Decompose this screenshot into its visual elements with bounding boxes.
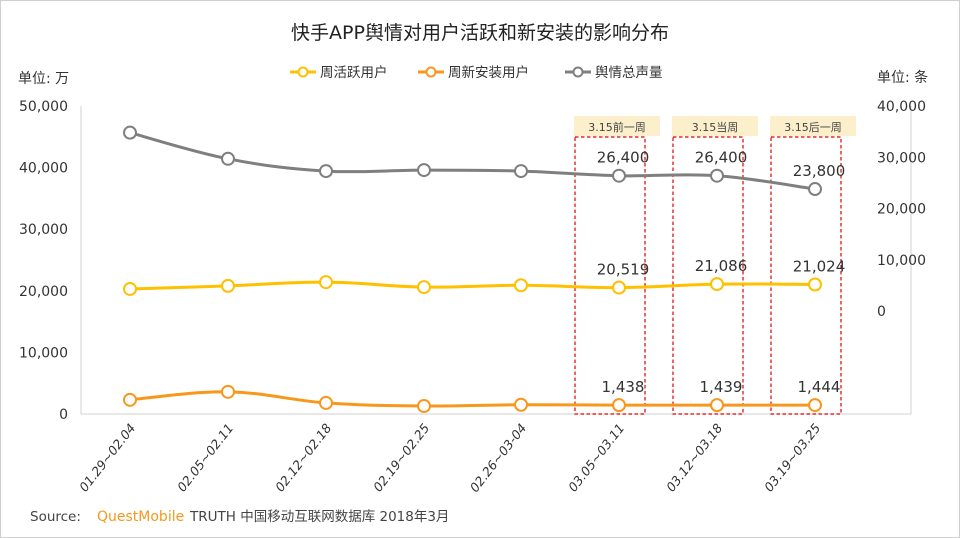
x-tick-label: 02.26~03-04 xyxy=(467,421,530,495)
left-tick-label: 40,000 xyxy=(19,161,68,177)
data-point xyxy=(514,397,528,412)
data-labels: 20,519 21,086 21,024 1,438 1,439 1,444 26,400 2… xyxy=(597,149,846,396)
data-point xyxy=(612,280,626,295)
data-point xyxy=(514,278,528,293)
data-point xyxy=(612,398,626,413)
left-tick-label: 30,000 xyxy=(19,222,68,238)
right-tick-label: 10,000 xyxy=(877,253,926,269)
data-label: 21,086 xyxy=(695,257,748,275)
data-point xyxy=(319,395,333,410)
annotation-tag-bg xyxy=(770,116,856,136)
data-label: 1,439 xyxy=(700,378,743,396)
legend-item: 周活跃用户 xyxy=(290,64,388,81)
data-point xyxy=(710,168,724,183)
series-3 xyxy=(123,125,822,197)
legend-label: 周活跃用户 xyxy=(320,64,388,81)
x-tick-label: 03.19~03.25 xyxy=(761,421,823,495)
data-label: 26,400 xyxy=(597,149,650,167)
data-point xyxy=(808,182,822,197)
highlight-box xyxy=(574,136,646,415)
annotation-tag-bg xyxy=(672,116,758,136)
right-axis-unit: 单位: 条 xyxy=(877,69,928,86)
data-label: 23,800 xyxy=(793,162,846,180)
highlight-box xyxy=(770,136,842,415)
legend-marker-icon xyxy=(572,66,584,78)
series-lines xyxy=(123,125,822,413)
x-tick-label: 03.05~03.11 xyxy=(565,421,627,495)
chart-title: 快手APP舆情对用户活跃和新安装的影响分布 xyxy=(291,22,669,44)
x-tick-label: 02.05~02.11 xyxy=(174,421,236,495)
annotation-tag-bg xyxy=(574,116,660,136)
data-point xyxy=(808,277,822,292)
right-tick-label: 30,000 xyxy=(877,150,926,166)
source-brand: QuestMobile xyxy=(97,509,184,525)
data-point xyxy=(221,384,235,399)
data-point xyxy=(417,398,431,413)
series-2 xyxy=(123,384,822,413)
annotation-tag: 3.15后一周 xyxy=(784,121,842,134)
highlight-boxes: 3.15前一周 3.15当周 3.15后一周 xyxy=(574,116,856,415)
data-point xyxy=(417,280,431,295)
data-point xyxy=(123,281,137,296)
data-point xyxy=(612,168,626,183)
right-tick-label: 20,000 xyxy=(877,202,926,218)
data-label: 21,024 xyxy=(793,257,846,275)
data-point xyxy=(319,275,333,290)
axes: 0 10,000 20,000 30,000 40,000 50,000 0 10,000 20… xyxy=(19,99,926,495)
legend-marker-icon xyxy=(297,66,309,78)
data-point xyxy=(710,398,724,413)
x-tick-label: 01.29~02.04 xyxy=(76,421,138,495)
data-point xyxy=(710,277,724,292)
legend-item: 舆情总声量 xyxy=(565,65,663,81)
data-point xyxy=(123,125,137,140)
x-tick-label: 02.12~02.18 xyxy=(272,421,334,495)
data-label: 26,400 xyxy=(695,149,748,167)
series-line xyxy=(129,280,816,291)
data-point xyxy=(221,278,235,293)
legend-label: 周新安装用户 xyxy=(448,64,529,81)
left-axis-unit: 单位: 万 xyxy=(18,71,69,87)
right-tick-label: 0 xyxy=(877,304,886,320)
series-line xyxy=(129,390,816,408)
series-1 xyxy=(123,275,822,296)
data-point xyxy=(123,392,137,407)
left-tick-label: 10,000 xyxy=(19,345,68,361)
source-suffix: TRUTH 中国移动互联网数据库 2018年3月 xyxy=(189,509,449,525)
annotation-tag: 3.15当周 xyxy=(692,120,739,134)
highlight-box xyxy=(672,136,744,415)
legend-item: 周新安装用户 xyxy=(418,64,529,81)
left-tick-label: 0 xyxy=(59,407,68,423)
right-tick-label: 40,000 xyxy=(877,99,926,115)
data-point xyxy=(808,398,822,413)
legend-marker-icon xyxy=(425,66,437,78)
data-point xyxy=(221,151,235,166)
source-note: Source: QuestMobile TRUTH 中国移动互联网数据库 201… xyxy=(30,509,449,525)
data-label: 1,438 xyxy=(602,378,645,396)
legend: 周活跃用户 周新安装用户 舆情总声量 xyxy=(290,64,663,81)
x-tick-label: 03.12~03.18 xyxy=(663,421,725,495)
left-tick-label: 20,000 xyxy=(19,284,68,300)
data-point xyxy=(319,164,333,179)
source-prefix: Source: xyxy=(30,509,81,525)
x-tick-label: 02.19~02.25 xyxy=(370,421,432,495)
data-label: 20,519 xyxy=(597,261,650,279)
data-point xyxy=(514,164,528,179)
annotation-tag: 3.15前一周 xyxy=(588,120,646,134)
legend-label: 舆情总声量 xyxy=(595,65,663,81)
data-label: 1,444 xyxy=(798,378,841,396)
left-tick-label: 50,000 xyxy=(19,99,68,115)
data-point xyxy=(417,163,431,178)
